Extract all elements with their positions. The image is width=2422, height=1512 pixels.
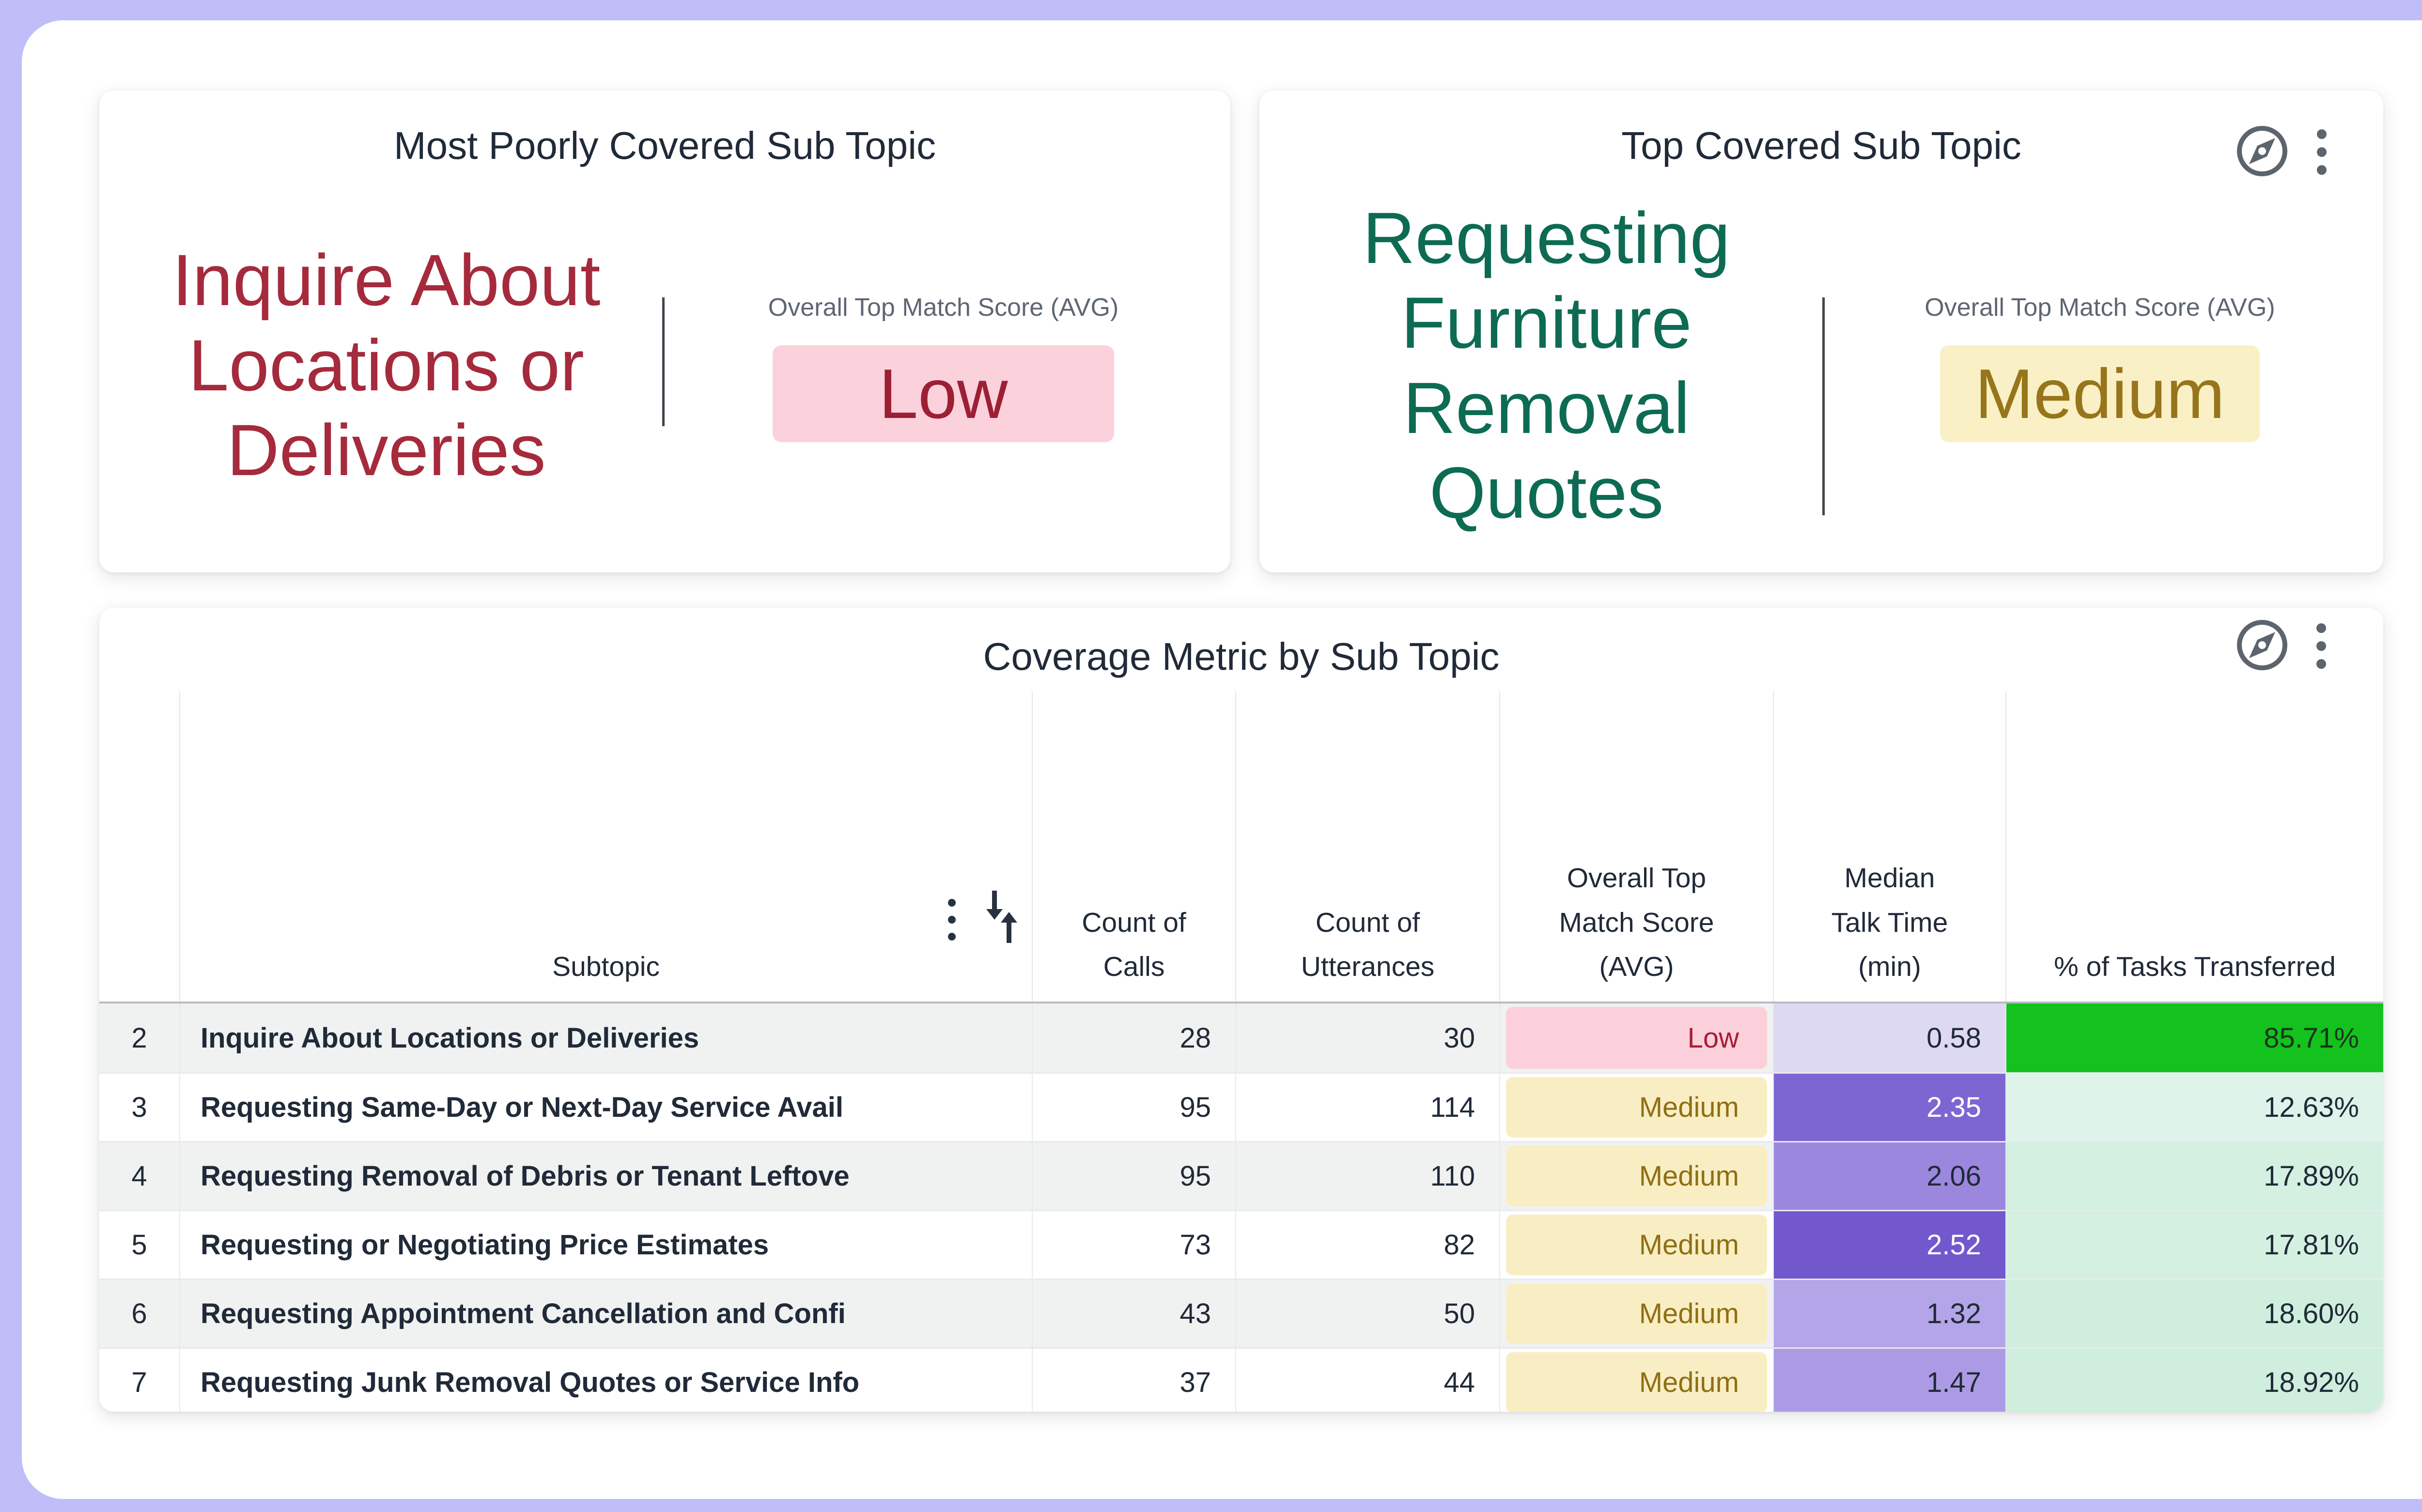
dashboard-canvas: Most Poorly Covered Sub Topic Inquire Ab… [22,20,2422,1499]
talk-time-cell: 1.47 [1773,1347,2005,1412]
score-cell: Medium [1499,1347,1773,1412]
column-menu-kebab-icon[interactable] [947,853,956,987]
kebab-menu-icon[interactable] [2314,125,2329,179]
pct-transferred-cell: 17.81% [2005,1210,2383,1279]
score-pill: Medium [1506,1215,1767,1275]
kebab-menu-icon[interactable] [2314,619,2329,673]
compass-icon[interactable] [2236,124,2289,178]
header-pct-tasks-transferred[interactable]: % of Tasks Transferred [2005,691,2383,1002]
score-pill: Medium [1506,1283,1767,1344]
table-card-coverage-metric: Coverage Metric by Sub Topic Subtopic [99,608,2383,1412]
header-median-talk-time[interactable]: Median Talk Time (min) [1773,691,2005,1002]
calls-cell: 43 [1032,1279,1235,1347]
pct-transferred-cell: 85.71% [2005,1003,2383,1072]
score-label: Overall Top Match Score (AVG) [768,293,1119,322]
utterances-cell: 30 [1235,1003,1499,1072]
table-title: Coverage Metric by Sub Topic [983,635,1500,678]
card-title: Most Poorly Covered Sub Topic [393,124,936,167]
row-number: 7 [99,1347,179,1412]
score-cell: Low [1499,1003,1773,1072]
subtopic-cell: Requesting Junk Removal Quotes or Servic… [179,1347,1032,1412]
pct-transferred-cell: 17.89% [2005,1141,2383,1210]
subtopic-cell: Inquire About Locations or Deliveries [179,1003,1032,1072]
calls-cell: 95 [1032,1141,1235,1210]
score-pill: Medium [1506,1352,1767,1412]
score-cell: Medium [1499,1141,1773,1210]
calls-cell: 28 [1032,1003,1235,1072]
utterances-cell: 110 [1235,1141,1499,1210]
row-number: 6 [99,1279,179,1347]
divider [662,297,665,426]
row-number: 3 [99,1072,179,1141]
score-pill: Medium [1506,1146,1767,1206]
table-row: 7 Requesting Junk Removal Quotes or Serv… [99,1347,2383,1412]
card-title: Top Covered Sub Topic [1621,124,2021,167]
table-row: 6 Requesting Appointment Cancellation an… [99,1279,2383,1347]
table-header-row: Subtopic [99,691,2383,1003]
score-pill: Medium [1506,1077,1767,1138]
subtopic-cell: Requesting Removal of Debris or Tenant L… [179,1141,1032,1210]
utterances-cell: 50 [1235,1279,1499,1347]
talk-time-cell: 2.52 [1773,1210,2005,1279]
header-row-number [99,691,179,1002]
table-body: 2 Inquire About Locations or Deliveries … [99,1003,2383,1412]
kpi-score-block: Overall Top Match Score (AVG) Medium [1850,293,2349,442]
utterances-cell: 44 [1235,1347,1499,1412]
kpi-topic-value: Inquire About Locations or Deliveries [172,239,601,491]
table-row: 5 Requesting or Negotiating Price Estima… [99,1210,2383,1279]
score-pill: Low [1506,1007,1767,1069]
score-label: Overall Top Match Score (AVG) [1925,293,2275,322]
header-overall-top-match-score[interactable]: Overall Top Match Score (AVG) [1499,691,1773,1002]
utterances-cell: 114 [1235,1072,1499,1141]
row-number: 2 [131,1022,147,1054]
kpi-topic-value: Requesting Furniture Removal Quotes [1363,197,1730,534]
header-count-of-calls[interactable]: Count of Calls [1032,691,1235,1002]
score-badge: Low [773,345,1114,442]
header-count-of-utterances[interactable]: Count of Utterances [1235,691,1499,1002]
subtopic-cell: Requesting Same-Day or Next-Day Service … [179,1072,1032,1141]
score-cell: Medium [1499,1072,1773,1141]
calls-cell: 73 [1032,1210,1235,1279]
talk-time-cell: 1.32 [1773,1279,2005,1347]
talk-time-cell: 2.06 [1773,1141,2005,1210]
pct-transferred-cell: 18.60% [2005,1279,2383,1347]
table-row: 4 Requesting Removal of Debris or Tenant… [99,1141,2383,1210]
talk-time-cell: 2.35 [1773,1072,2005,1141]
header-subtopic[interactable]: Subtopic [179,691,1032,1002]
kpi-card-top-covered: Top Covered Sub Topic Requesting Furnitu… [1259,91,2383,572]
utterances-cell: 82 [1235,1210,1499,1279]
table-row: 2 Inquire About Locations or Deliveries … [99,1003,2383,1072]
score-badge: Medium [1940,345,2260,442]
sort-arrows-icon[interactable] [981,847,1021,987]
calls-cell: 37 [1032,1347,1235,1412]
kpi-card-most-poorly-covered: Most Poorly Covered Sub Topic Inquire Ab… [99,91,1230,572]
pct-transferred-cell: 18.92% [2005,1347,2383,1412]
subtopic-cell: Requesting Appointment Cancellation and … [179,1279,1032,1347]
score-cell: Medium [1499,1279,1773,1347]
divider [1822,297,1825,515]
talk-time-cell: 0.58 [1773,1003,2005,1072]
pct-transferred-cell: 12.63% [2005,1072,2383,1141]
row-number: 4 [99,1141,179,1210]
header-subtopic-label: Subtopic [552,951,660,982]
calls-cell: 95 [1032,1072,1235,1141]
subtopic-cell: Requesting or Negotiating Price Estimate… [179,1210,1032,1279]
table-row: 3 Requesting Same-Day or Next-Day Servic… [99,1072,2383,1141]
compass-icon[interactable] [2236,618,2289,672]
score-cell: Medium [1499,1210,1773,1279]
kpi-score-block: Overall Top Match Score (AVG) Low [690,293,1196,442]
row-number: 5 [99,1210,179,1279]
